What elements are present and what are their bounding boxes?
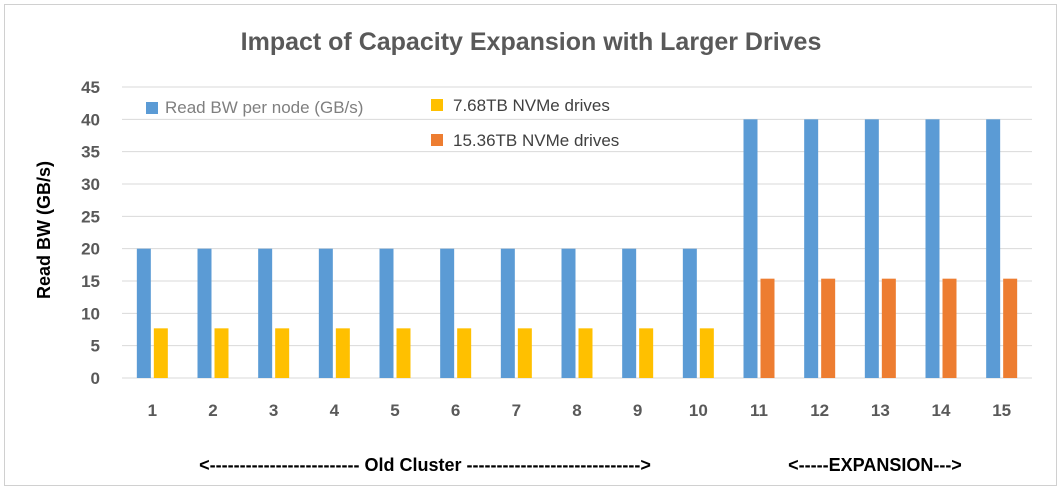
y-tick-label: 40	[81, 110, 100, 129]
y-axis-label: Read BW (GB/s)	[34, 161, 54, 299]
y-tick-label: 20	[81, 240, 100, 259]
legend-label-768tb: 7.68TB NVMe drives	[453, 96, 610, 115]
legend-label-1536tb: 15.36TB NVMe drives	[453, 131, 619, 150]
bar-series-0-cat-3	[258, 248, 273, 378]
x-axis-ticks: 1 2 3 4 5 6 7 8 9 10 11 12 13 14 15	[148, 401, 1012, 420]
x-tick-label: 6	[451, 401, 460, 420]
bar-series-1-cat-8	[578, 328, 593, 378]
y-axis-ticks: 0 5 10 15 20 25 30 35 40 45	[81, 78, 100, 388]
x-tick-label: 15	[992, 401, 1011, 420]
y-tick-label: 25	[81, 207, 100, 226]
bar-series-1-cat-9	[639, 328, 654, 378]
y-tick-label: 30	[81, 175, 100, 194]
x-tick-label: 12	[810, 401, 829, 420]
bar-series-1-cat-6	[457, 328, 472, 378]
y-tick-label: 35	[81, 143, 100, 162]
bar-series-1-cat-7	[517, 328, 532, 378]
bar-series-2-cat-13	[881, 278, 896, 378]
x-tick-label: 13	[871, 401, 890, 420]
bar-series-0-cat-12	[804, 119, 819, 378]
bar-series-2-cat-12	[821, 278, 836, 378]
x-tick-label: 14	[932, 401, 951, 420]
legend-swatch-768tb	[431, 99, 443, 111]
bar-series-0-cat-15	[986, 119, 1001, 378]
legend: Read BW per node (GB/s) 7.68TB NVMe driv…	[146, 96, 619, 150]
y-tick-label: 15	[81, 272, 100, 291]
bar-series-0-cat-6	[440, 248, 455, 378]
y-tick-label: 45	[81, 78, 100, 97]
bar-series-0-cat-13	[864, 119, 879, 378]
bar-series-0-cat-8	[561, 248, 576, 378]
x-tick-label: 3	[269, 401, 278, 420]
bar-series-1-cat-3	[275, 328, 290, 378]
bar-series-2-cat-15	[1003, 278, 1018, 378]
bar-series-1-cat-10	[699, 328, 714, 378]
y-tick-label: 10	[81, 304, 100, 323]
legend-label-read-bw: Read BW per node (GB/s)	[165, 98, 363, 117]
bar-series-1-cat-1	[153, 328, 168, 378]
chart-title: Impact of Capacity Expansion with Larger…	[241, 28, 822, 56]
bar-layer	[136, 119, 1018, 378]
bar-series-2-cat-11	[760, 278, 775, 378]
bar-series-0-cat-11	[743, 119, 758, 378]
y-tick-label: 5	[91, 337, 100, 356]
bar-series-0-cat-9	[622, 248, 637, 378]
chart-frame	[4, 4, 1057, 486]
x-tick-label: 10	[689, 401, 708, 420]
bar-series-1-cat-4	[335, 328, 350, 378]
bar-series-0-cat-5	[379, 248, 394, 378]
x-tick-label: 2	[208, 401, 217, 420]
x-tick-label: 5	[390, 401, 399, 420]
x-tick-label: 1	[148, 401, 157, 420]
x-tick-label: 4	[330, 401, 340, 420]
bar-series-0-cat-1	[136, 248, 151, 378]
bar-series-1-cat-2	[214, 328, 229, 378]
x-tick-label: 7	[512, 401, 521, 420]
expansion-annotation: <-----EXPANSION--->	[788, 455, 962, 475]
legend-swatch-read-bw	[146, 102, 158, 114]
bar-series-0-cat-14	[925, 119, 940, 378]
legend-swatch-1536tb	[431, 134, 443, 146]
y-tick-label: 0	[91, 369, 100, 388]
bar-series-1-cat-5	[396, 328, 411, 378]
bar-series-0-cat-4	[318, 248, 333, 378]
grid-layer	[122, 86, 1032, 379]
x-tick-label: 11	[750, 401, 768, 420]
bar-series-2-cat-14	[942, 278, 957, 378]
bar-series-0-cat-7	[500, 248, 515, 378]
x-tick-label: 8	[572, 401, 581, 420]
bar-series-0-cat-2	[197, 248, 212, 378]
x-tick-label: 9	[633, 401, 642, 420]
old-cluster-annotation: <------------------------- Old Cluster -…	[199, 455, 651, 475]
bar-series-0-cat-10	[682, 248, 697, 378]
